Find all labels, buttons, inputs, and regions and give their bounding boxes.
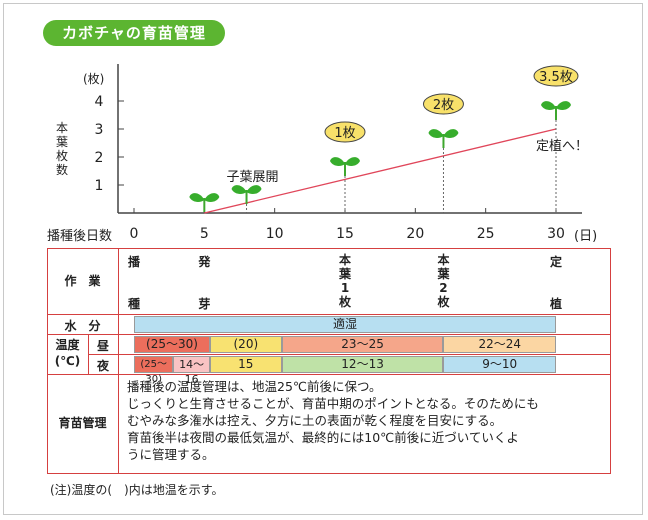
- day-temp-bar: 22〜24: [443, 336, 556, 353]
- seedling-icon: [541, 101, 571, 120]
- footnote: (注)温度の( )内は地温を示す。: [50, 483, 224, 497]
- y-tick-label: 4: [95, 94, 104, 110]
- row-head-night: 夜: [96, 359, 109, 373]
- work-event-bottom: 種: [128, 297, 141, 311]
- seedling-leaf: [345, 157, 360, 166]
- seedling-leaf: [231, 185, 247, 194]
- y-tick-label: 3: [95, 122, 104, 138]
- seedling-leaf: [246, 185, 262, 194]
- seedling-icon: [330, 157, 360, 176]
- row-divider: [47, 334, 611, 335]
- work-event-bottom: 芽: [198, 297, 211, 311]
- night-temp-bar: 15: [209, 356, 282, 373]
- management-note-line: 播種後の温度管理は、地温25℃前後に保つ。: [127, 379, 382, 394]
- management-note-line: 育苗後半は夜間の最低気温が、最終的には10℃前後に近づいていくよ: [127, 430, 519, 445]
- seedling-leaf: [330, 157, 345, 166]
- work-event-bottom: 植: [550, 297, 563, 311]
- management-note-line: じっくりと生育させることが、育苗中期のポイントとなる。そのためにも: [127, 396, 539, 411]
- y-unit: (枚): [83, 72, 105, 86]
- marker-label: 子葉展開: [227, 170, 279, 185]
- work-event-top: 発: [198, 255, 211, 269]
- x-unit: (日): [574, 229, 598, 244]
- leaf-count-badge: [533, 65, 579, 87]
- seedling-icon: [428, 129, 459, 148]
- x-tick-label: 5: [200, 226, 209, 242]
- row-head-day: 昼: [96, 339, 109, 353]
- transplant-annotation: 定植へ！: [536, 139, 588, 154]
- row-head-work: 作 業: [64, 274, 101, 288]
- night-temp-bar: 12〜13: [281, 356, 444, 373]
- night-temp-bar: (25〜30): [134, 356, 174, 385]
- x-tick-label: 30: [547, 226, 565, 242]
- management-note-line: むやみな多潅水は控え、夕方に土の表面が乾く程度を目安にする。: [127, 413, 503, 428]
- seedling-leaf: [204, 193, 220, 202]
- seedling-leaf: [556, 101, 571, 110]
- day-temp-bar: 23〜25: [281, 336, 444, 353]
- y-tick-label: 2: [95, 150, 104, 166]
- seedling-leaf: [428, 129, 444, 138]
- leaf-count-label: 1枚: [334, 126, 355, 141]
- work-event-top: 播: [128, 255, 141, 269]
- y-axis-label: 本葉枚数: [55, 121, 68, 177]
- col-divider: [88, 334, 89, 374]
- x-tick-label: 10: [266, 226, 284, 242]
- row-head-water: 水 分: [64, 319, 101, 333]
- col-divider: [118, 248, 119, 474]
- seedling-icon: [231, 185, 262, 204]
- management-notes: 播種後の温度管理は、地温25℃前後に保つ。じっくりと生育させることが、育苗中期の…: [127, 378, 607, 463]
- x-tick-label: 25: [477, 226, 495, 242]
- night-temp-bar: 14〜16: [173, 356, 210, 386]
- leaf-count-badge: [422, 93, 464, 115]
- growth-line: [204, 128, 557, 214]
- seedling-leaf: [541, 101, 556, 110]
- title-badge: カボチャの育苗管理: [43, 20, 225, 46]
- row-head-temp: 温度 (℃): [54, 338, 81, 368]
- x-tick-label: 20: [406, 226, 424, 242]
- leaf-count-label: 3.5枚: [539, 70, 573, 85]
- seedling-icon: [189, 193, 220, 212]
- work-event-top: 定: [550, 255, 563, 269]
- night-temp-bar: 9〜10: [443, 356, 556, 373]
- row-divider: [47, 374, 611, 375]
- leaf-count-label: 2枚: [433, 98, 454, 113]
- leaf-count-badge: [324, 121, 366, 143]
- x-axis-label: 播種後日数: [47, 229, 113, 244]
- x-tick-label: 15: [336, 226, 354, 242]
- seedling-leaf: [443, 129, 459, 138]
- management-note-line: うに管理する。: [127, 447, 215, 462]
- y-tick-label: 1: [95, 178, 104, 194]
- day-temp-bar: (25〜30): [134, 336, 210, 353]
- day-temp-bar: (20): [209, 336, 282, 353]
- row-divider: [47, 314, 611, 315]
- row-divider: [88, 354, 611, 355]
- x-tick-label: 0: [130, 226, 139, 242]
- water-bar: 適湿: [134, 316, 556, 333]
- row-head-mgmt: 育苗管理: [58, 416, 107, 430]
- seedling-leaf: [189, 193, 205, 202]
- outer-frame: [3, 3, 643, 515]
- management-table: [47, 248, 611, 474]
